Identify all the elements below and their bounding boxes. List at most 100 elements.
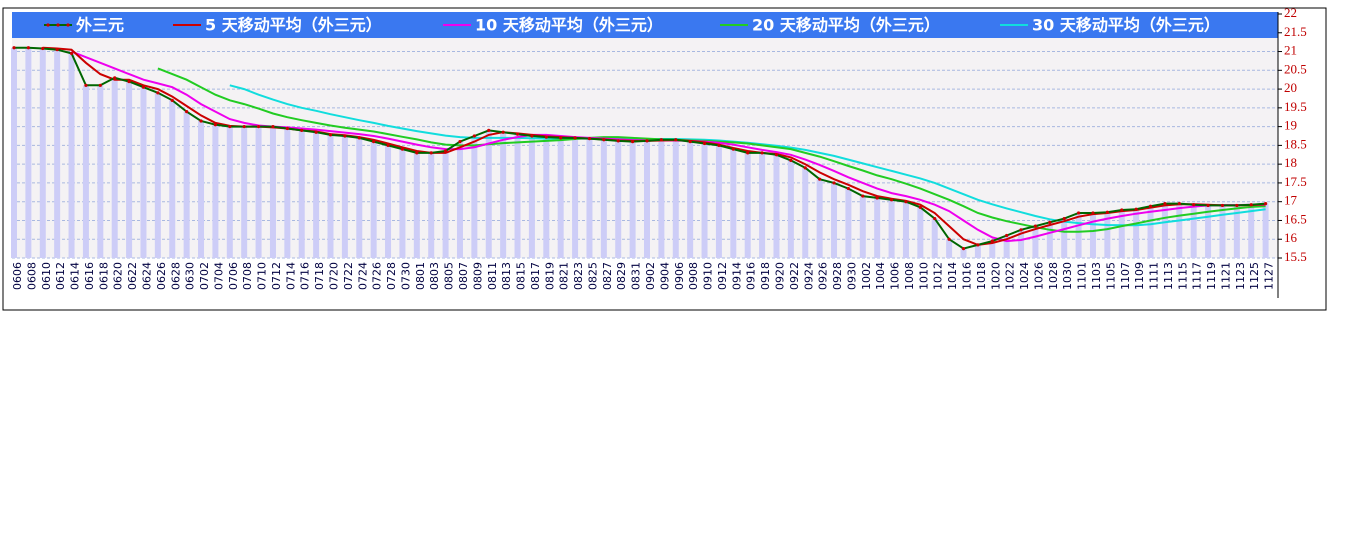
bar <box>615 140 622 258</box>
x-tick-label: 1022 <box>1004 262 1017 290</box>
bar <box>198 120 205 258</box>
bar <box>25 47 32 259</box>
x-tick-label: 0608 <box>25 262 38 290</box>
bar <box>787 160 794 258</box>
bar <box>773 154 780 258</box>
bar <box>845 188 852 258</box>
bar <box>557 137 564 258</box>
bar <box>1233 205 1240 258</box>
point <box>889 198 894 202</box>
x-tick-label: 0906 <box>673 262 686 290</box>
bar <box>500 132 507 258</box>
point <box>616 139 620 143</box>
bar <box>989 241 996 258</box>
x-tick-label: 1030 <box>1061 262 1074 290</box>
bar <box>888 199 895 258</box>
point <box>314 130 318 134</box>
bar <box>255 126 262 258</box>
point <box>803 166 807 170</box>
bar <box>226 126 233 258</box>
x-tick-label: 0821 <box>558 262 571 290</box>
point <box>343 134 347 138</box>
point <box>1249 203 1253 207</box>
lines <box>12 46 1268 251</box>
bar <box>327 134 334 258</box>
point <box>933 216 937 221</box>
bars <box>11 47 1269 259</box>
point <box>544 135 548 139</box>
point <box>659 138 663 142</box>
bar <box>1262 203 1269 258</box>
bar <box>586 138 593 258</box>
point <box>1235 203 1239 208</box>
legend-box <box>12 12 1278 38</box>
bar <box>1133 209 1140 258</box>
y-axis-labels: 15.5 16 16.5 17 17.5 18 18.5 19 19.5 20 20.5 21 21.5… <box>1278 5 1307 264</box>
bar <box>946 239 953 258</box>
bar <box>413 152 420 258</box>
bar <box>1104 212 1111 258</box>
x-tick-label: 1006 <box>889 262 902 290</box>
bar <box>456 141 463 258</box>
legend-marker <box>56 23 60 27</box>
point <box>1163 201 1167 206</box>
x-tick-label: 0930 <box>845 262 858 290</box>
point <box>185 110 189 114</box>
bar <box>1018 229 1025 258</box>
bar <box>1075 212 1082 258</box>
x-tick-label: 1109 <box>1133 262 1146 290</box>
y-tick-label: 15.5 <box>1284 249 1307 264</box>
bar <box>485 130 492 258</box>
x-tick-label: 1014 <box>946 262 959 290</box>
point <box>199 119 203 123</box>
point <box>674 138 678 142</box>
x-tick-label: 0910 <box>702 262 715 290</box>
x-tick-label: 1010 <box>917 262 930 290</box>
x-tick-label: 1115 <box>1176 262 1189 290</box>
point <box>961 247 966 251</box>
x-tick-label: 0718 <box>313 262 326 290</box>
y-tick-label: 17.5 <box>1284 174 1307 189</box>
point <box>443 149 448 153</box>
bar <box>816 179 823 258</box>
y-tick-label: 22 <box>1284 5 1297 20</box>
x-tick-label: 0704 <box>212 262 225 290</box>
bar <box>212 124 219 258</box>
x-tick-label: 0610 <box>40 262 53 290</box>
point <box>256 125 261 129</box>
bar <box>1003 235 1010 258</box>
x-tick-label: 0831 <box>630 262 643 290</box>
point <box>631 140 635 144</box>
point <box>1206 203 1210 208</box>
bar <box>658 139 665 258</box>
point <box>1177 201 1181 206</box>
point <box>300 128 304 132</box>
x-tick-label: 1105 <box>1104 262 1117 290</box>
x-tick-label: 1113 <box>1162 262 1175 290</box>
bar <box>572 137 579 258</box>
bar <box>931 218 938 258</box>
point <box>141 85 146 89</box>
point <box>98 83 102 87</box>
bar <box>399 149 406 258</box>
x-tick-label: 1103 <box>1090 262 1103 290</box>
bar <box>917 207 924 258</box>
legend-marker <box>66 23 70 27</box>
point <box>26 46 30 50</box>
legend-label: 外三元 <box>75 16 124 35</box>
x-tick-label: 1125 <box>1248 262 1261 290</box>
x-tick-label: 1020 <box>989 262 1002 290</box>
point <box>213 123 218 127</box>
x-tick-label: 0819 <box>543 262 556 290</box>
point <box>515 132 520 136</box>
point <box>501 130 505 134</box>
point <box>328 133 333 137</box>
point <box>1192 203 1196 207</box>
point <box>472 134 476 138</box>
point <box>530 134 534 138</box>
legend-label: 30 天移动平均（外三元） <box>1032 16 1220 35</box>
bar <box>370 141 377 258</box>
point <box>55 48 59 52</box>
bar <box>428 152 435 258</box>
point <box>400 147 405 151</box>
